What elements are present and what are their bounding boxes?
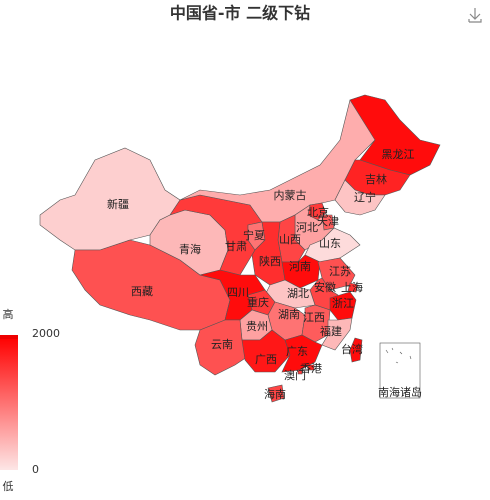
- region-label: 云南: [211, 338, 233, 351]
- region-label: 黑龙江: [382, 148, 415, 161]
- region-label: 山西: [279, 233, 301, 246]
- region-label: 安徽: [314, 280, 336, 294]
- region-label: 内蒙古: [274, 188, 307, 202]
- visual-map-high: 高: [3, 307, 14, 321]
- download-icon[interactable]: [468, 8, 482, 23]
- region-label: 江西: [303, 311, 325, 324]
- region: [349, 337, 363, 363]
- region-label: 香港: [300, 362, 322, 375]
- region: [297, 369, 303, 375]
- region-label: 辽宁: [354, 190, 376, 204]
- visual-map-low: 低: [3, 480, 14, 493]
- region-label: 江苏: [329, 265, 351, 278]
- region-label: 山东: [319, 237, 341, 250]
- region-label: 福建: [320, 324, 342, 338]
- region-label: 广西: [255, 353, 277, 366]
- visual-map-handle[interactable]: [0, 335, 18, 339]
- region-label: 海南: [264, 387, 286, 401]
- visual-map-min: 0: [32, 463, 39, 476]
- region: [349, 94, 441, 176]
- region-label: 贵州: [246, 320, 268, 333]
- visual-map-max: 2000: [32, 327, 60, 340]
- region-label: 甘肃: [225, 240, 247, 253]
- region-label: 河北: [296, 221, 318, 234]
- region-label: 宁夏: [243, 228, 265, 242]
- region-layer: [39, 94, 441, 403]
- region: [321, 317, 353, 351]
- region-label: 天津: [317, 215, 339, 228]
- region: [281, 334, 323, 373]
- region: [301, 304, 331, 343]
- visual-map-bar[interactable]: [0, 337, 18, 470]
- region-label: 上海: [341, 280, 363, 294]
- region-label: 重庆: [247, 295, 269, 309]
- region-label: 青海: [179, 242, 201, 256]
- region-label: 西藏: [131, 285, 153, 298]
- inset-label: 南海诸岛: [378, 385, 422, 399]
- region: [267, 384, 285, 403]
- map-title: 中国省-市 二级下钻: [170, 4, 310, 23]
- region-label: 台湾: [341, 342, 363, 356]
- region-label: 吉林: [365, 172, 387, 186]
- region-label: 新疆: [107, 197, 129, 211]
- region-label: 广东: [286, 345, 308, 358]
- region-label: 湖北: [287, 287, 309, 300]
- region-label: 北京: [307, 205, 329, 219]
- region: [194, 319, 251, 376]
- region-label: 四川: [227, 286, 249, 299]
- inset-islands: [385, 347, 412, 364]
- region-label: 河南: [289, 260, 311, 273]
- region: [199, 269, 266, 321]
- region-label: 陕西: [259, 254, 281, 268]
- region-label: 澳门: [284, 368, 306, 382]
- region: [307, 364, 315, 371]
- region-label: 浙江: [332, 297, 354, 310]
- region: [347, 282, 359, 293]
- region-label: 湖南: [278, 308, 300, 321]
- region: [334, 179, 386, 216]
